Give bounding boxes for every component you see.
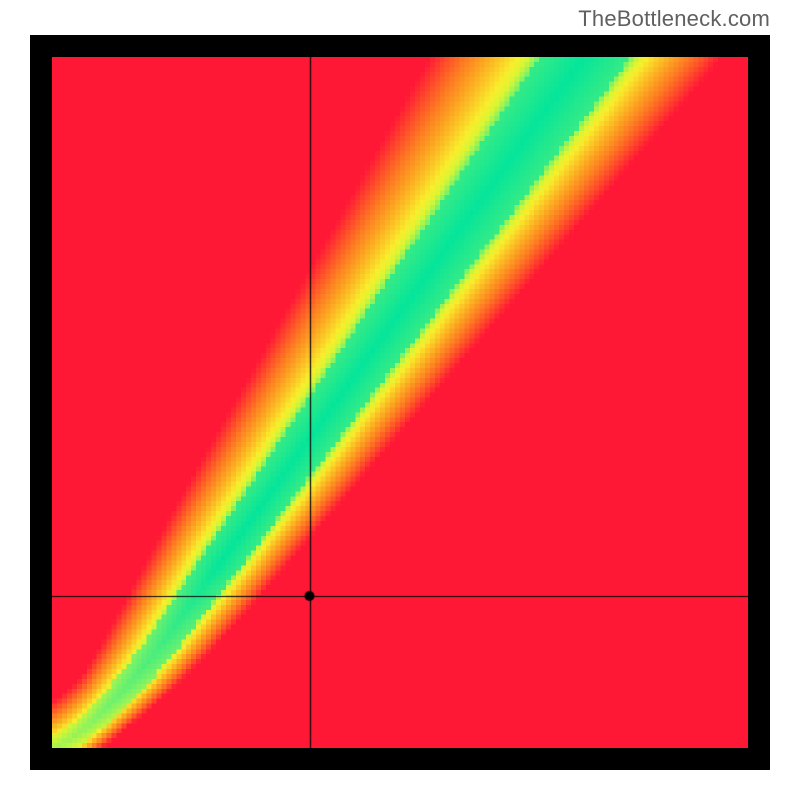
plot-area (52, 57, 748, 748)
chart-container: TheBottleneck.com (0, 0, 800, 800)
crosshair-overlay (52, 57, 748, 748)
watermark-text: TheBottleneck.com (578, 6, 770, 32)
